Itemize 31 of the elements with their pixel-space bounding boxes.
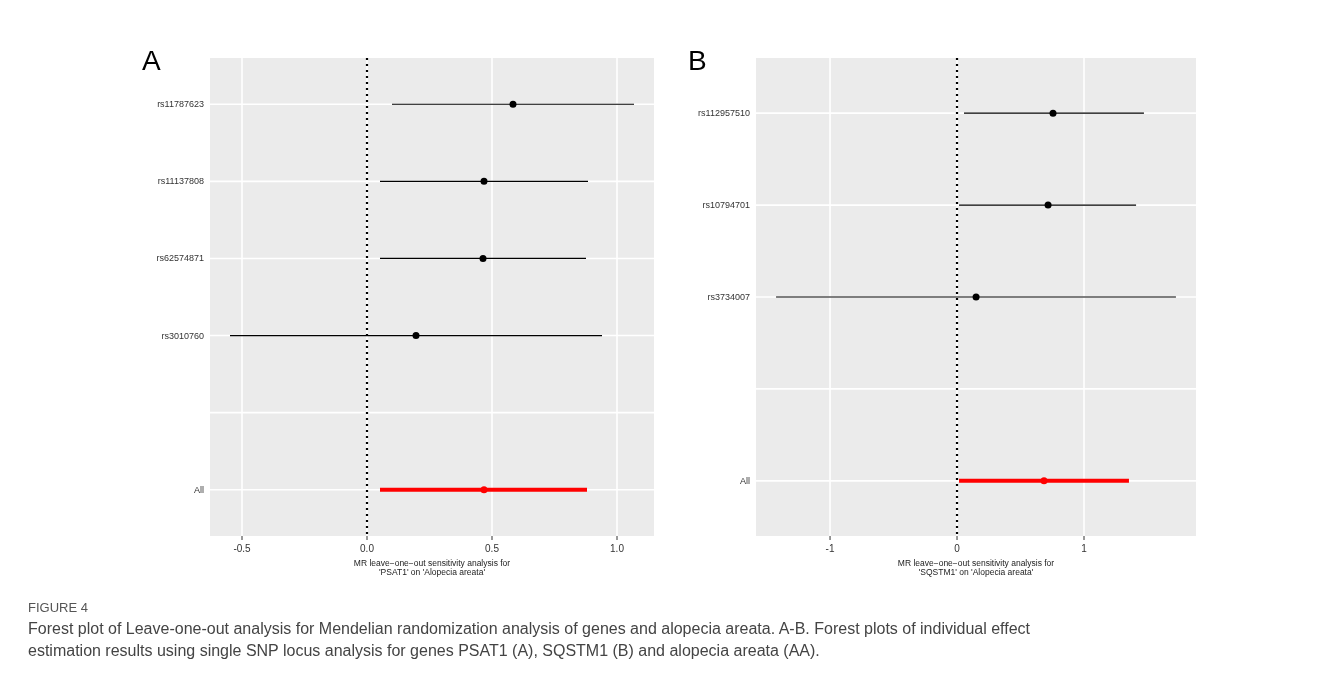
y-tick-label: rs3734007 <box>707 292 750 302</box>
point <box>1040 477 1048 485</box>
x-tick-label: -0.5 <box>233 543 252 554</box>
point <box>1049 109 1057 117</box>
y-tick-label: rs10794701 <box>702 200 750 211</box>
y-tick-label: All <box>739 475 750 486</box>
y-tick-label: rs11137808 <box>157 176 204 187</box>
x-tick-label: 0 <box>954 543 961 554</box>
text: Forest plot of Leave-one-out analysis for Mendelian randomization analysis of genes and alopecia areata. A-B. Forest plots of individual effect estimation results using single SNP locus analysis for genes PSAT1 (A), SQSTM1 (B) and alopecia areata (AA). <box>28 620 1031 659</box>
point <box>480 177 488 185</box>
y-tick-label: All <box>193 484 204 495</box>
y-tick-label: rs112957510 <box>698 108 750 119</box>
x-tick-label: 0.5 <box>485 543 500 554</box>
y-tick-label: rs3010760 <box>161 330 204 341</box>
caption: FIGURE 4 <box>28 600 88 615</box>
point <box>972 293 980 301</box>
x-tick-label: 0.0 <box>360 543 375 554</box>
x-tick-label: 1.0 <box>610 543 625 554</box>
point <box>412 332 420 340</box>
chart-title: A <box>142 45 161 76</box>
point <box>479 254 487 262</box>
x-axis-title: MR leave−one−out sensitivity analysis for 'PSAT1' on 'Alopecia areata' <box>353 558 511 577</box>
x-tick-label: -1 <box>825 543 835 554</box>
x-tick-label: 1 <box>1081 543 1088 554</box>
point <box>1044 201 1052 209</box>
y-tick-label: rs11787623 <box>157 99 204 110</box>
y-tick-label: rs62574871 <box>156 253 204 264</box>
point <box>509 100 517 108</box>
point <box>480 486 488 494</box>
x-axis-title: MR leave−one−out sensitivity analysis for 'SQSTM1' on 'Alopecia areata' <box>897 558 1055 577</box>
chart-title: B <box>688 45 707 76</box>
